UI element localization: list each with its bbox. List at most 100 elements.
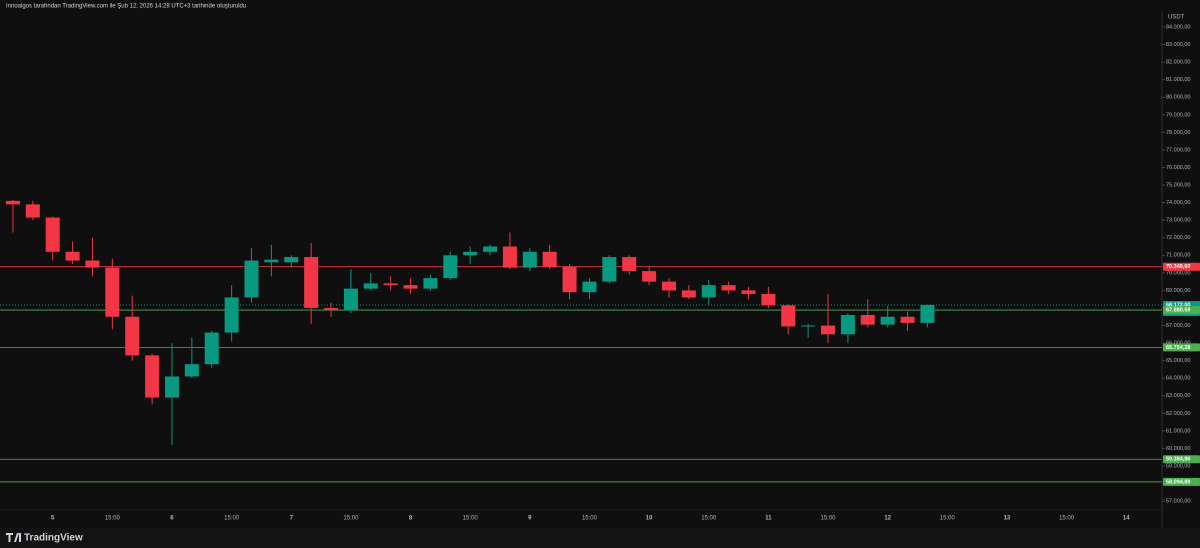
candle-body bbox=[324, 307, 339, 310]
x-tick-label: 15:00 bbox=[224, 516, 240, 522]
candle-body bbox=[542, 251, 557, 267]
candle-body bbox=[244, 260, 259, 298]
candle-body bbox=[264, 259, 279, 263]
price-label-bg bbox=[1163, 477, 1200, 486]
candle-body bbox=[483, 246, 498, 252]
x-tick-label: 15:00 bbox=[105, 516, 121, 522]
candle-body bbox=[5, 200, 20, 205]
y-tick-label: 79.000,00 bbox=[1166, 112, 1190, 118]
candle-body bbox=[463, 251, 478, 256]
y-tick-label: 84.000,00 bbox=[1166, 24, 1190, 30]
y-tick-label: 83.000,00 bbox=[1166, 42, 1190, 48]
candle-body bbox=[145, 355, 160, 398]
y-tick-label: 72.000,00 bbox=[1166, 235, 1190, 241]
y-tick-label: 60.000,00 bbox=[1166, 446, 1190, 452]
candle-body bbox=[920, 304, 935, 323]
candle-body bbox=[741, 290, 756, 294]
x-tick-label: 12 bbox=[884, 516, 891, 522]
y-tick-label: 69.000,00 bbox=[1166, 288, 1190, 294]
brand: TradingView bbox=[24, 533, 83, 544]
candle-body bbox=[164, 376, 179, 398]
x-tick-label: 15:00 bbox=[1059, 516, 1075, 522]
candle-body bbox=[423, 278, 438, 289]
price-label: 70.349,60 bbox=[1166, 264, 1190, 270]
candle-body bbox=[383, 283, 398, 286]
candle-body bbox=[65, 251, 80, 261]
y-tick-label: 63.000,00 bbox=[1166, 393, 1190, 399]
y-tick-label: 82.000,00 bbox=[1166, 60, 1190, 66]
x-tick-label: 15:00 bbox=[940, 516, 956, 522]
candle-body bbox=[602, 257, 617, 282]
price-label-bg bbox=[1163, 455, 1200, 464]
y-tick-label: 76.000,00 bbox=[1166, 165, 1190, 171]
x-tick-label: 15:00 bbox=[463, 516, 479, 522]
candle-body bbox=[443, 255, 458, 279]
candle-body bbox=[801, 325, 816, 327]
candle-body bbox=[701, 285, 716, 298]
candle-body bbox=[45, 217, 60, 252]
y-tick-label: 62.000,00 bbox=[1166, 411, 1190, 417]
x-tick-label: 8 bbox=[409, 516, 413, 522]
candle-body bbox=[582, 281, 597, 293]
x-tick-label: 6 bbox=[170, 516, 174, 522]
price-label-bg bbox=[1163, 262, 1200, 271]
candle-body bbox=[363, 283, 378, 289]
price-label: 58.094,89 bbox=[1166, 479, 1190, 485]
candle-body bbox=[502, 246, 517, 268]
y-tick-label: 67.000,00 bbox=[1166, 323, 1190, 329]
x-tick-label: 15:00 bbox=[343, 516, 359, 522]
x-tick-label: 15:00 bbox=[701, 516, 717, 522]
x-tick-label: 15:00 bbox=[821, 516, 837, 522]
price-label: 59.384,86 bbox=[1166, 457, 1190, 463]
candle-body bbox=[403, 285, 418, 289]
y-tick-label: 74.000,00 bbox=[1166, 200, 1190, 206]
candle-body bbox=[721, 285, 736, 291]
candle-body bbox=[642, 271, 657, 282]
y-tick-label: 64.000,00 bbox=[1166, 376, 1190, 382]
y-tick-label: 75.000,00 bbox=[1166, 182, 1190, 188]
candle-body bbox=[204, 332, 219, 365]
price-label: 67.880,59 bbox=[1166, 308, 1190, 314]
y-tick-label: 81.000,00 bbox=[1166, 77, 1190, 83]
x-tick-label: 5 bbox=[51, 516, 55, 522]
candle-body bbox=[900, 316, 915, 323]
candle-body bbox=[562, 266, 577, 293]
y-tick-label: 65.000,00 bbox=[1166, 358, 1190, 364]
candle-body bbox=[85, 260, 100, 268]
y-tick-label: 78.000,00 bbox=[1166, 130, 1190, 136]
candle-body bbox=[781, 305, 796, 327]
price-label: 68.172,00 bbox=[1166, 302, 1190, 308]
candle-body bbox=[661, 281, 676, 291]
candle-body bbox=[184, 364, 199, 377]
x-tick-label: 11 bbox=[765, 516, 772, 522]
y-tick-label: 80.000,00 bbox=[1166, 95, 1190, 101]
candle-body bbox=[840, 314, 855, 335]
footer bbox=[0, 528, 1200, 548]
y-tick-label: 57.000,00 bbox=[1166, 499, 1190, 505]
candle-body bbox=[25, 204, 40, 218]
logo bbox=[6, 533, 21, 542]
candle-body bbox=[304, 257, 319, 308]
price-label-bg bbox=[1163, 306, 1200, 315]
candle-body bbox=[860, 314, 875, 325]
candle-body bbox=[821, 325, 836, 335]
price-label-bg bbox=[1163, 343, 1200, 352]
candle-body bbox=[343, 288, 358, 310]
x-tick-label: 14 bbox=[1123, 516, 1130, 522]
y-tick-label: 73.000,00 bbox=[1166, 218, 1190, 224]
price-label: 65.754,28 bbox=[1166, 345, 1190, 351]
candle-body bbox=[522, 251, 537, 268]
y-tick-label: 59.000,00 bbox=[1166, 463, 1190, 469]
candle-body bbox=[125, 316, 140, 356]
x-tick-label: 15:00 bbox=[582, 516, 598, 522]
candle-body bbox=[105, 267, 120, 317]
candle-body bbox=[284, 257, 299, 263]
candle-body bbox=[224, 297, 239, 333]
x-tick-label: 9 bbox=[528, 516, 532, 522]
currency: USDT bbox=[1168, 15, 1185, 21]
y-tick-label: 71.000,00 bbox=[1166, 253, 1190, 259]
x-tick-label: 13 bbox=[1004, 516, 1011, 522]
